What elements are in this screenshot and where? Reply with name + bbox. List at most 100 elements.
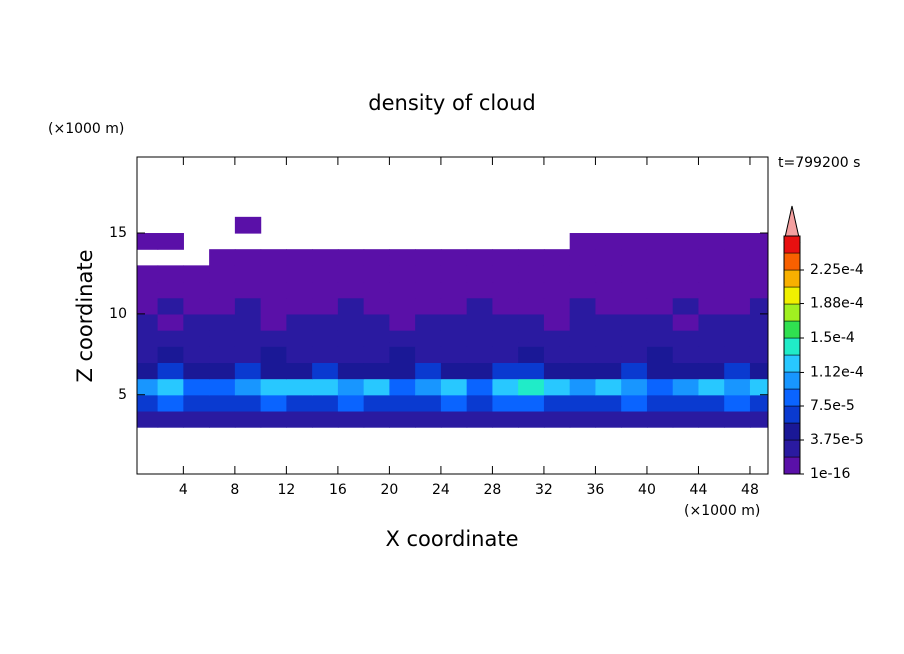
- field-cell: [595, 265, 622, 283]
- time-label: t=799200 s: [778, 155, 860, 171]
- field-cell: [724, 394, 751, 412]
- colorbar-box: [783, 320, 801, 339]
- field-cell: [440, 297, 468, 315]
- field-cell: [286, 281, 313, 299]
- field: [137, 216, 768, 428]
- field-cell: [183, 330, 210, 347]
- field-cell: [672, 249, 700, 266]
- field-cell: [749, 297, 768, 315]
- field-cell: [389, 281, 416, 299]
- field-cell: [543, 394, 571, 412]
- field-cell: [286, 378, 313, 396]
- field-cell: [337, 281, 365, 299]
- field-cell: [260, 330, 287, 347]
- field-cell: [363, 313, 390, 331]
- colorbar-box: [783, 439, 801, 458]
- field-cell: [312, 265, 339, 283]
- field-cell: [492, 378, 519, 396]
- field-cell: [312, 346, 339, 364]
- field-cell: [621, 346, 648, 364]
- field-cell: [518, 362, 545, 380]
- field-cell: [157, 378, 184, 396]
- field-cell: [389, 362, 416, 380]
- field-cell: [646, 330, 674, 347]
- field-cell: [492, 249, 519, 266]
- field-cell: [724, 297, 751, 315]
- field-cell: [466, 313, 494, 331]
- field-cell: [543, 378, 571, 396]
- field-cell: [698, 394, 725, 412]
- colorbar-box: [783, 269, 801, 288]
- field-cell: [389, 378, 416, 396]
- field-cell: [595, 394, 622, 412]
- field-cell: [312, 313, 339, 331]
- field-cell: [312, 249, 339, 266]
- field-cell: [157, 265, 184, 283]
- field-cell: [286, 313, 313, 331]
- field-cell: [337, 394, 365, 412]
- field-cell: [234, 330, 262, 347]
- field-cell: [569, 394, 597, 412]
- field-cell: [672, 378, 700, 396]
- field-cell: [698, 410, 725, 428]
- field-cell: [749, 281, 768, 299]
- field-cell: [286, 249, 313, 266]
- field-cell: [440, 410, 468, 428]
- field-cell: [337, 330, 365, 347]
- field-cell: [440, 313, 468, 331]
- field-cell: [363, 362, 390, 380]
- field-cell: [466, 378, 494, 396]
- field-cell: [518, 313, 545, 331]
- field-cell: [492, 362, 519, 380]
- field-cell: [595, 330, 622, 347]
- field-cell: [724, 378, 751, 396]
- field-cell: [543, 297, 571, 315]
- colorbar-frame: [783, 235, 801, 475]
- field-cell: [209, 297, 236, 315]
- colorbar-box: [783, 286, 801, 305]
- colorbar-tick-label: 1.12e-4: [810, 364, 864, 380]
- field-cell: [646, 265, 674, 283]
- field-cell: [137, 378, 159, 396]
- x-tick-label: 4: [179, 482, 188, 498]
- field-cell: [672, 281, 700, 299]
- field-cell: [672, 362, 700, 380]
- field-cell: [518, 346, 545, 364]
- field-cell: [183, 378, 210, 396]
- field-cell: [543, 330, 571, 347]
- field-cell: [724, 330, 751, 347]
- x-tick-label: 16: [329, 482, 347, 498]
- field-cell: [646, 410, 674, 428]
- plot-frame: [136, 156, 769, 475]
- field-cell: [234, 297, 262, 315]
- field-cell: [234, 281, 262, 299]
- field-cell: [543, 362, 571, 380]
- field-cell: [234, 265, 262, 283]
- field-cell: [466, 281, 494, 299]
- field-cell: [569, 249, 597, 266]
- field-cell: [492, 330, 519, 347]
- field-cell: [183, 410, 210, 428]
- field-cell: [595, 297, 622, 315]
- chart-title: density of cloud: [368, 91, 535, 115]
- field-cell: [312, 297, 339, 315]
- field-cell: [595, 378, 622, 396]
- field-cell: [157, 410, 184, 428]
- field-cell: [466, 265, 494, 283]
- field-cell: [337, 297, 365, 315]
- field-cell: [234, 378, 262, 396]
- field-cell: [518, 410, 545, 428]
- field-cell: [646, 297, 674, 315]
- field-cell: [492, 297, 519, 315]
- field-cell: [621, 362, 648, 380]
- field-cell: [724, 265, 751, 283]
- field-cell: [363, 281, 390, 299]
- field-cell: [595, 346, 622, 364]
- field-cell: [337, 362, 365, 380]
- field-cell: [157, 362, 184, 380]
- field-cell: [698, 233, 725, 250]
- field-cell: [260, 378, 287, 396]
- field-cell: [621, 265, 648, 283]
- field-cell: [389, 297, 416, 315]
- colorbar-tick-label: 7.5e-5: [810, 398, 855, 414]
